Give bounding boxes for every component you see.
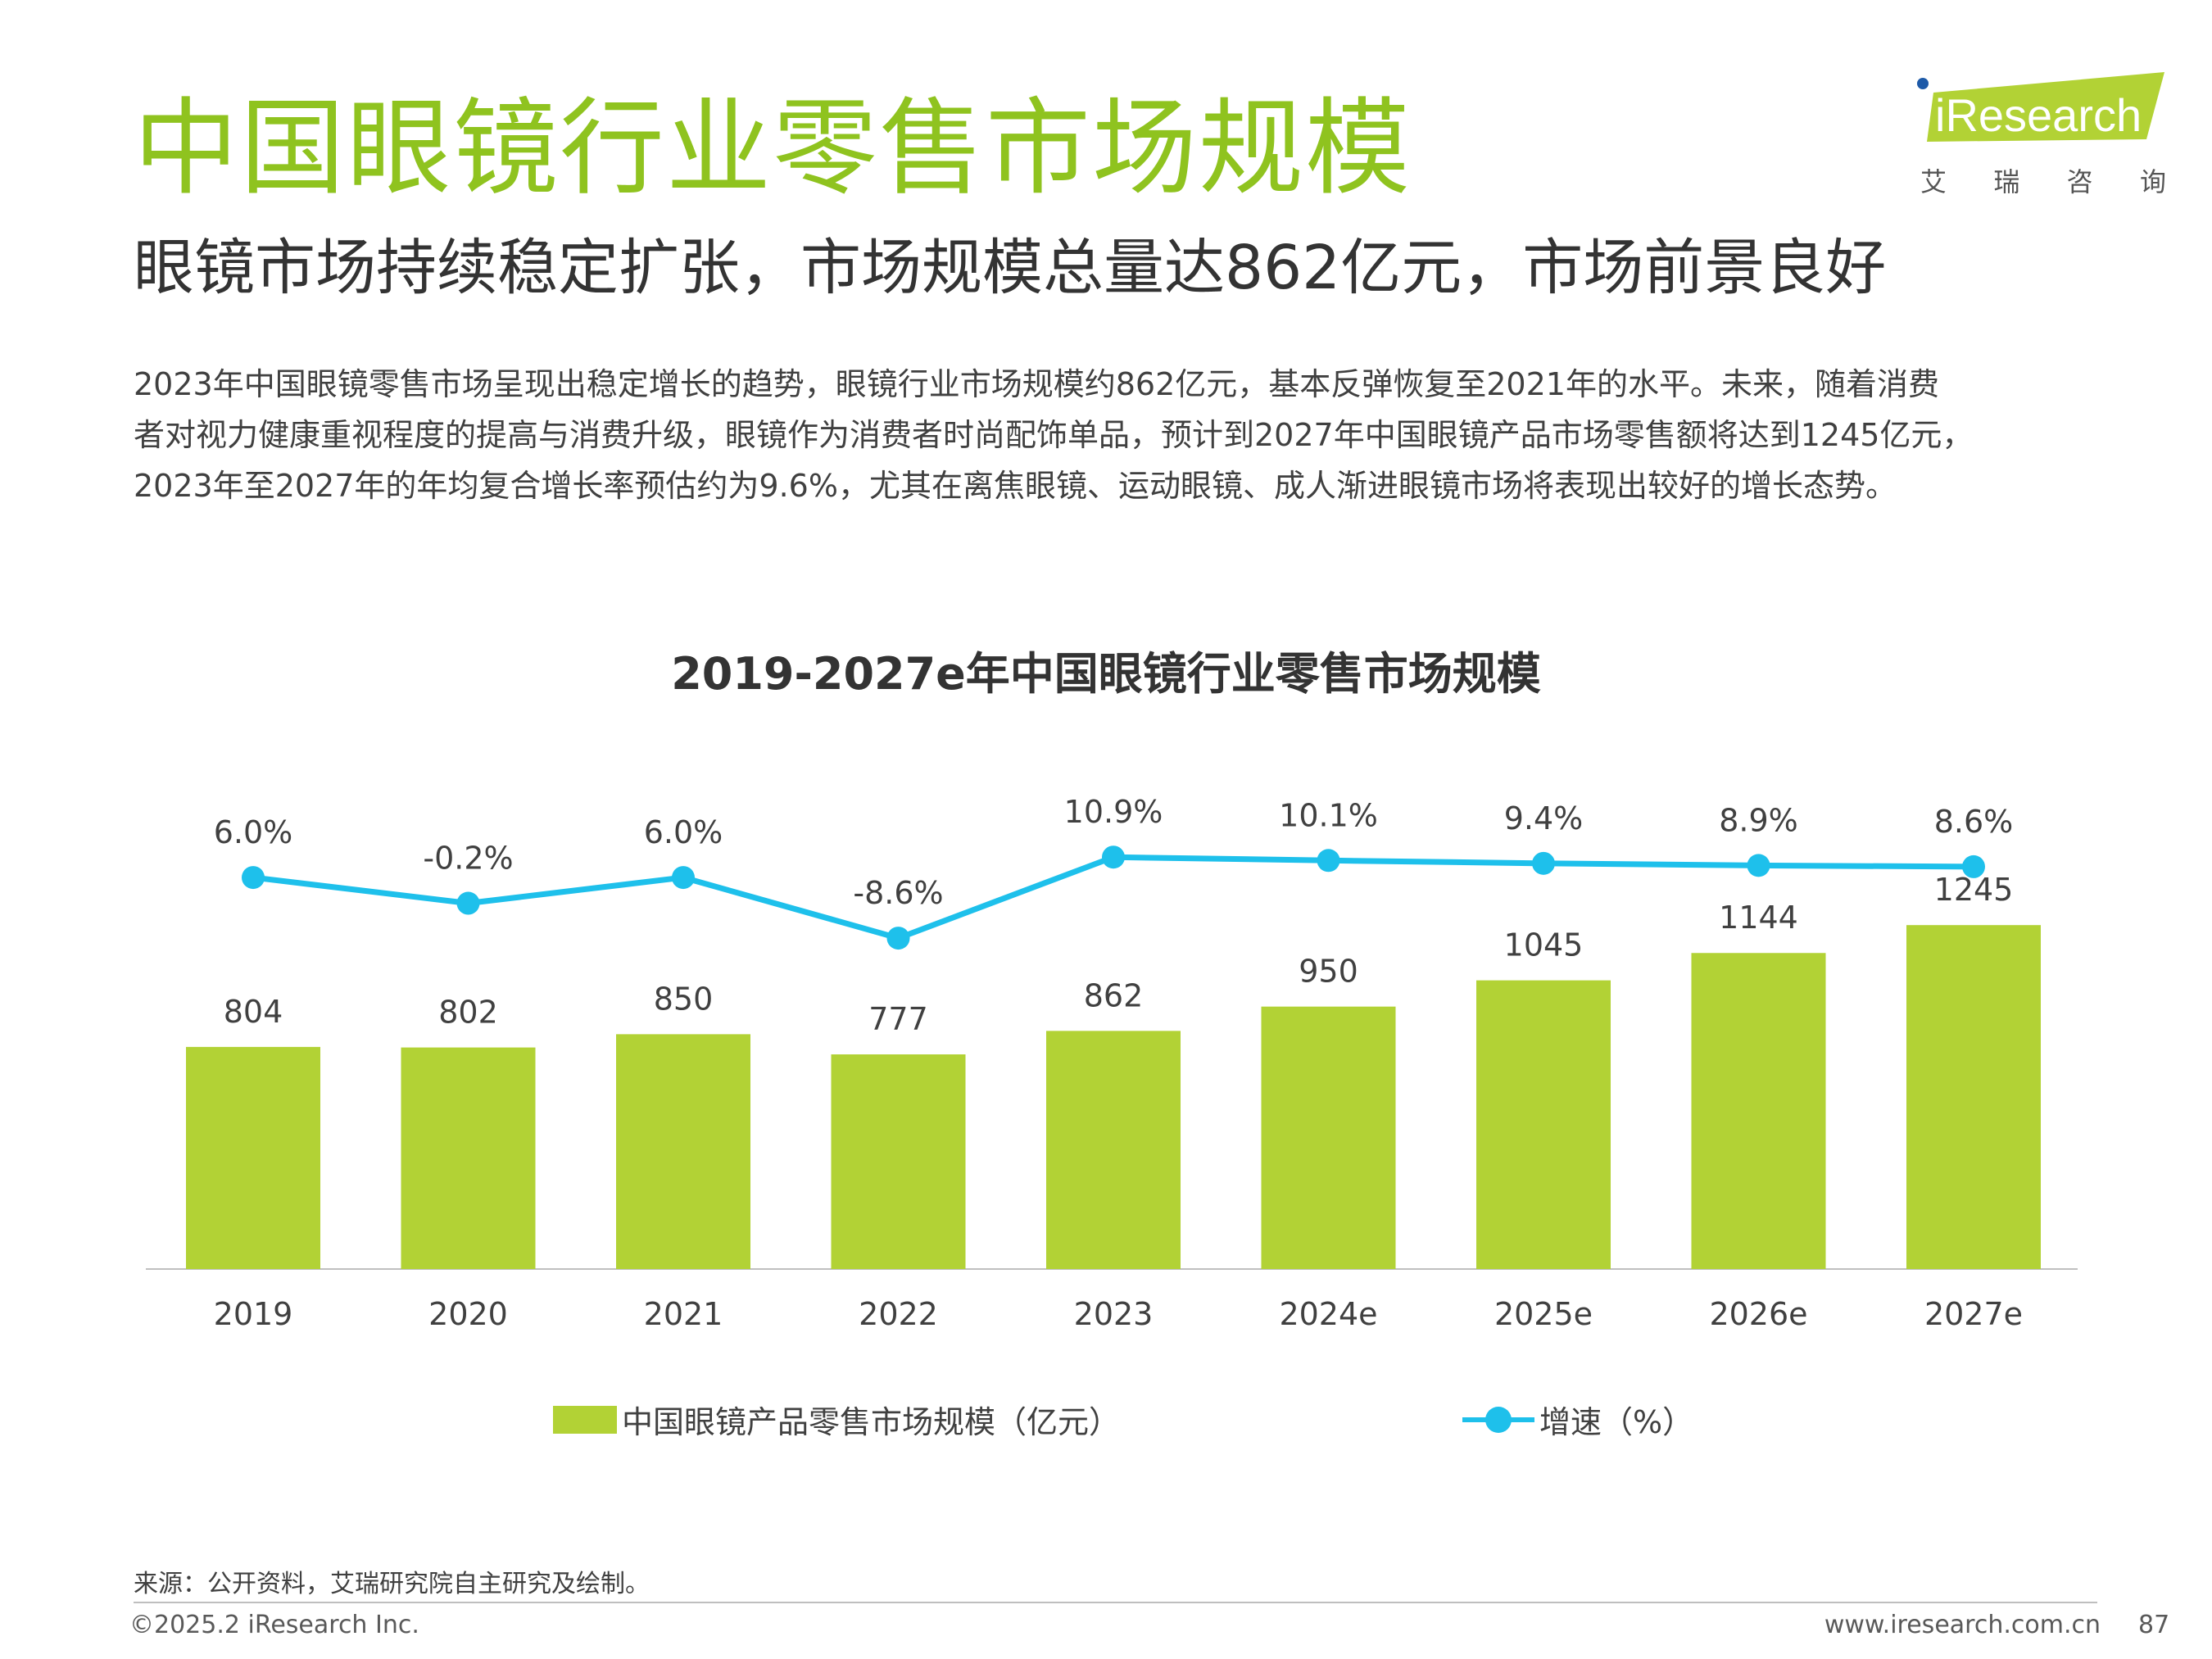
intro-line: 者对视力健康重视程度的提高与消费升级，眼镜作为消费者时尚配饰单品，预计到2027…: [134, 417, 1974, 453]
legend-label: 增速（%）: [1539, 1404, 1694, 1440]
bar-value-label: 804: [224, 994, 283, 1030]
bar: [1476, 980, 1611, 1269]
intro-line: 2023年中国眼镜零售市场呈现出稳定增长的趋势，眼镜行业市场规模约862亿元，基…: [134, 366, 1939, 402]
x-tick-label: 2024e: [1279, 1296, 1377, 1332]
source-note: 来源：公开资料，艾瑞研究院自主研究及绘制。: [134, 1570, 650, 1598]
x-tick-label: 2020: [428, 1296, 508, 1332]
iresearch-logo-icon: iResearch: [1917, 72, 2164, 142]
page-number: 87: [2138, 1611, 2170, 1639]
bar: [616, 1034, 750, 1269]
x-tick-label: 2027e: [1924, 1296, 2023, 1332]
legend-line-swatch: [1462, 1406, 1534, 1434]
bar: [1261, 1006, 1396, 1269]
bar-value-label: 850: [654, 981, 714, 1017]
bar: [1046, 1031, 1181, 1269]
logo-cn-char: 瑞: [1993, 166, 2020, 197]
growth-rate-point: [672, 866, 695, 890]
growth-rate-point: [1317, 849, 1340, 873]
page-subtitle: 眼镜市场持续稳定扩张，市场规模总量达862亿元，市场前景良好: [134, 233, 1887, 303]
logo-brand-text: iResearch: [1935, 89, 2142, 141]
legend-bar-swatch: [553, 1405, 617, 1434]
legend-item-market-size: 中国眼镜产品零售市场规模（亿元）: [553, 1397, 1120, 1442]
x-tick-label: 2026e: [1709, 1296, 1807, 1332]
bar: [401, 1047, 536, 1269]
growth-rate-point: [886, 927, 910, 950]
copyright: ©2025.2 iResearch Inc.: [129, 1611, 419, 1639]
chart-title: 2019-2027e年中国眼镜行业零售市场规模: [671, 648, 1541, 700]
logo-cn-text: 艾 瑞 咨 询: [1920, 161, 2166, 199]
iresearch-logo: iResearch: [1909, 72, 2171, 203]
combo-chart: 804 2019 802 2020 850 2021 777 2022 862 2023 950 20…: [146, 794, 2078, 1332]
growth-rate-point: [1962, 854, 1985, 878]
bar: [186, 1046, 320, 1269]
growth-rate-label: 10.1%: [1279, 797, 1378, 833]
logo-cn-char: 询: [2139, 166, 2166, 197]
growth-rate-point: [242, 866, 265, 890]
bar: [831, 1054, 966, 1269]
bar-value-label: 777: [868, 1001, 928, 1037]
x-tick-label: 2021: [644, 1296, 723, 1332]
legend-label: 中国眼镜产品零售市场规模（亿元）: [622, 1404, 1121, 1440]
chart-legend: 中国眼镜产品零售市场规模（亿元） 增速（%）: [0, 1397, 2212, 1446]
bar: [1906, 925, 2041, 1269]
x-tick-label: 2022: [859, 1296, 938, 1332]
x-tick-label: 2019: [214, 1296, 293, 1332]
bar-value-label: 950: [1299, 954, 1358, 990]
growth-rate-label: 6.0%: [644, 814, 723, 850]
growth-rate-label: 8.6%: [1934, 804, 2014, 840]
logo-cn-char: 咨: [2066, 166, 2093, 197]
growth-rate-label: 9.4%: [1504, 800, 1584, 836]
bar-value-label: 862: [1084, 977, 1144, 1013]
x-tick-label: 2023: [1074, 1296, 1154, 1332]
growth-rate-point: [1747, 854, 1770, 877]
bar-value-label: 802: [438, 995, 498, 1031]
growth-rate-label: 6.0%: [214, 814, 293, 850]
growth-rate-label: -8.6%: [853, 875, 943, 911]
growth-rate-point: [1532, 851, 1555, 875]
growth-rate-label: 10.9%: [1064, 794, 1163, 830]
footer-divider: [134, 1602, 2097, 1603]
bar: [1691, 953, 1826, 1269]
bar-value-label: 1144: [1719, 900, 1798, 936]
legend-item-growth-rate: 增速（%）: [1462, 1397, 1693, 1442]
x-tick-label: 2025e: [1494, 1296, 1593, 1332]
page-title: 中国眼镜行业零售市场规模: [134, 88, 1412, 210]
growth-rate-point: [1102, 845, 1125, 869]
bar-value-label: 1045: [1504, 927, 1584, 963]
growth-rate-label: -0.2%: [423, 841, 513, 877]
logo-cn-char: 艾: [1920, 166, 1947, 197]
website-link[interactable]: www.iresearch.com.cn: [1824, 1611, 2101, 1639]
intro-paragraph: 2023年中国眼镜零售市场呈现出稳定增长的趋势，眼镜行业市场规模约862亿元，基…: [134, 359, 2133, 511]
growth-rate-point: [456, 891, 480, 915]
intro-line: 2023年至2027年的年均复合增长率预估约为9.6%，尤其在离焦眼镜、运动眼镜…: [134, 468, 1897, 504]
growth-rate-label: 8.9%: [1719, 802, 1798, 838]
